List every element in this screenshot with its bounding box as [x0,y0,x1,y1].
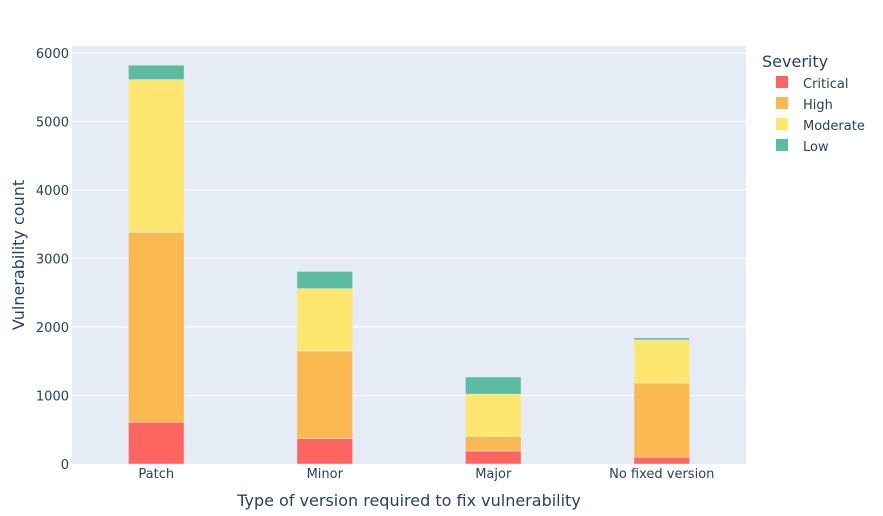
x-tick-label: No fixed version [609,467,714,482]
bar-high [465,436,522,452]
bar-moderate [128,79,185,233]
y-tick-label: 1000 [36,389,69,404]
bar-moderate [633,339,690,384]
bar-low [633,337,690,341]
bar-moderate [296,288,353,352]
legend-title: Severity [762,52,828,71]
x-tick-label: Patch [138,467,174,482]
y-axis-title: Vulnerability count [9,180,28,330]
legend-swatch-low[interactable] [776,139,788,151]
gridlines [72,52,746,396]
legend-label-moderate[interactable]: Moderate [803,119,865,134]
bars [128,64,690,465]
legend-label-low[interactable]: Low [803,140,829,155]
y-tick-label: 3000 [36,252,69,267]
bar-low [465,376,522,395]
bar-high [128,232,185,423]
plot-area [72,46,746,464]
bar-low [296,271,353,289]
legend-swatch-critical[interactable] [776,76,788,88]
y-tick-labels: 0 1000 2000 3000 4000 5000 6000 [36,47,69,473]
legend-label-high[interactable]: High [803,98,833,113]
bar-critical [296,438,353,465]
bar-critical [465,450,522,465]
y-tick-label: 6000 [36,47,69,62]
bar-critical [633,456,690,465]
x-axis-title: Type of version required to fix vulnerab… [236,491,581,510]
x-tick-label: Major [475,467,512,482]
legend-swatch-high[interactable] [776,97,788,109]
bar-high [296,350,353,439]
bar-moderate [465,393,522,437]
y-tick-label: 2000 [36,321,69,336]
y-tick-label: 5000 [36,115,69,130]
x-tick-label: Minor [307,467,344,482]
legend-label-critical[interactable]: Critical [803,77,848,92]
bar-critical [128,421,185,465]
y-tick-label: 0 [61,458,69,473]
legend: Severity Critical High Moderate Low [762,52,865,155]
y-tick-label: 4000 [36,184,69,199]
x-tick-labels: Patch Minor Major No fixed version [138,467,714,482]
bar-low [128,64,185,80]
legend-swatch-moderate[interactable] [776,118,788,130]
bar-high [633,382,690,458]
